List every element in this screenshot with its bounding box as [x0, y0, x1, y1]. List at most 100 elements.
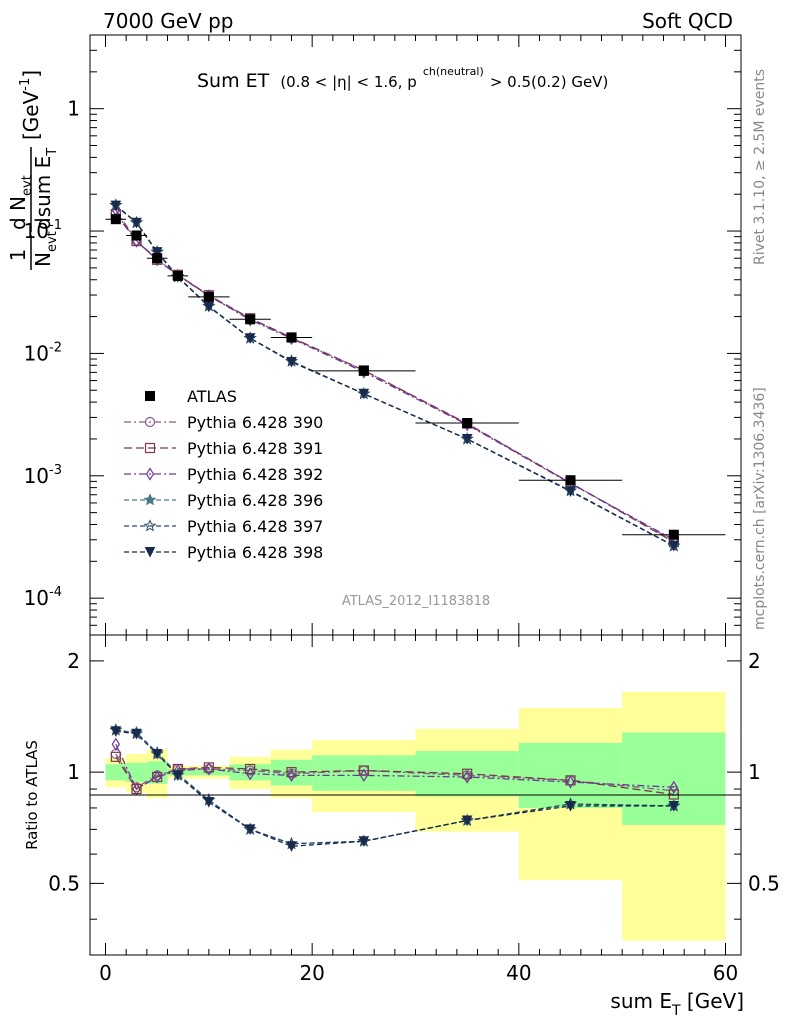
data-point [203, 291, 214, 302]
ratio-tick-label-left: 1 [67, 760, 80, 784]
ratio-marker [566, 775, 575, 789]
data-point [358, 365, 369, 376]
legend-label: Pythia 6.428 396 [187, 491, 323, 510]
ratio-marker [565, 800, 576, 812]
ratio-tick-label-left: 2 [67, 649, 80, 673]
data-point [152, 253, 163, 264]
main-marker [110, 200, 122, 212]
ratio-marker [245, 767, 255, 781]
ratio-marker [668, 789, 679, 800]
ratio-marker [151, 748, 163, 760]
ylabel-dsum: dsum ET [31, 148, 60, 230]
legend-label: Pythia 6.428 392 [187, 465, 323, 484]
legend-label-data: ATLAS [187, 387, 237, 406]
data-point [462, 418, 473, 429]
ratio-series-markers [109, 723, 681, 852]
main-marker [151, 247, 163, 258]
x-axis-label: sum ET [GeV] [610, 989, 744, 1019]
y-tick-label: 10-3 [24, 463, 62, 488]
y-tick-label: 1 [67, 97, 80, 121]
ratio-marker [204, 762, 214, 776]
legend-label: Pythia 6.428 390 [187, 413, 323, 432]
data-point [110, 214, 121, 225]
main-marker [461, 434, 473, 445]
main-marker [668, 540, 680, 552]
ratio-marker [358, 836, 370, 847]
legend-label: Pythia 6.428 391 [187, 439, 323, 458]
header-energy-label: 7000 GeV pp [103, 9, 234, 33]
ratio-marker [152, 770, 162, 784]
legend-marker [143, 493, 157, 506]
ratio-tick-label-right: 0.5 [748, 871, 780, 895]
x-tick-label: 20 [299, 961, 324, 985]
ylabel-unit: [GeV-1] [18, 70, 43, 140]
y-tick-label: 10-4 [24, 585, 62, 610]
ratio-marker [172, 770, 184, 781]
ratio-tick-label-right: 1 [748, 760, 761, 784]
legend-marker [143, 519, 157, 532]
main-marker [565, 486, 576, 498]
ratio-marker [462, 770, 472, 784]
data-point [245, 314, 256, 325]
axes-ticks [90, 34, 741, 955]
legend-marker [145, 467, 155, 481]
ratio-marker [358, 765, 369, 776]
ylabel-one: 1 [6, 249, 30, 262]
ratio-y-axis-label: Ratio to ATLAS [23, 740, 41, 850]
ratio-marker [668, 800, 680, 812]
data-point [668, 529, 679, 540]
ratio-marker [359, 768, 369, 782]
main-line-5 [115, 205, 675, 547]
y-tick-label: 10-1 [24, 218, 62, 243]
ratio-marker [110, 726, 122, 737]
plot-title-cut-b: > 0.5(0.2) GeV) [490, 73, 608, 91]
ylabel-N: Nevt [31, 231, 60, 267]
plot-title-main: Sum ET [197, 70, 270, 92]
data-point [172, 270, 183, 281]
legend-label: Pythia 6.428 398 [187, 543, 323, 562]
plot-title: Sum ET (0.8 < |η| < 1.6, p ch(neutral) >… [197, 58, 608, 92]
ratio-marker [286, 767, 297, 778]
data-point [286, 332, 297, 343]
ratio-marker [669, 780, 679, 794]
header-category-label: Soft QCD [642, 9, 733, 33]
ratio-line-0 [115, 753, 674, 792]
main-marker [203, 301, 215, 313]
analysis-id-label: ATLAS_2012_I1183818 [342, 594, 490, 609]
ratio-marker [286, 841, 297, 852]
x-tick-label: 0 [99, 961, 112, 985]
main-marker [358, 388, 370, 400]
ratio-marker [131, 728, 142, 740]
rivet-version-label: Rivet 3.1.10, ≥ 2.5M events [752, 69, 768, 265]
legend-marker [144, 416, 156, 428]
ratio-marker [287, 768, 296, 782]
ratio-tick-label-right: 2 [748, 649, 761, 673]
main-marker [244, 333, 256, 344]
x-tick-label: 60 [713, 961, 738, 985]
ratio-marker [111, 737, 121, 751]
axis-tick-labels: 0 20 40 60 1 10-1 10-2 10-3 10-4 0.5 0.5 1 1 2 2 [24, 97, 780, 985]
ratio-marker [110, 751, 121, 762]
ratio-tick-label-left: 0.5 [48, 871, 80, 895]
main-marker [131, 217, 142, 229]
ratio-marker [245, 763, 256, 775]
plot-title-cut-sup: ch(neutral) [423, 65, 484, 78]
ratio-band-inner [105, 764, 127, 781]
x-tick-label: 40 [506, 961, 531, 985]
ratio-uncertainty-bands [105, 691, 726, 941]
main-series-markers [105, 198, 726, 552]
main-marker [286, 357, 297, 368]
main-y-axis-label: 1 Nevt d Nevt dsum ET [GeV-1] [6, 70, 60, 270]
mcplots-reference-label: mcplots.cern.ch [arXiv:1306.3436] [752, 387, 768, 630]
ratio-marker [462, 768, 473, 779]
data-point [565, 475, 576, 486]
y-tick-label: 10-2 [24, 340, 62, 365]
legend: ATLAS Pythia 6.428 390 Pythia 6.428 391 Pyt… [124, 387, 323, 562]
legend-marker [144, 442, 156, 454]
ratio-marker [461, 815, 473, 827]
legend-marker [144, 547, 156, 558]
plot-title-cut-a: (0.8 < |η| < 1.6, p [280, 73, 416, 91]
ratio-band-inner [312, 755, 416, 791]
legend-marker-data [145, 391, 155, 401]
